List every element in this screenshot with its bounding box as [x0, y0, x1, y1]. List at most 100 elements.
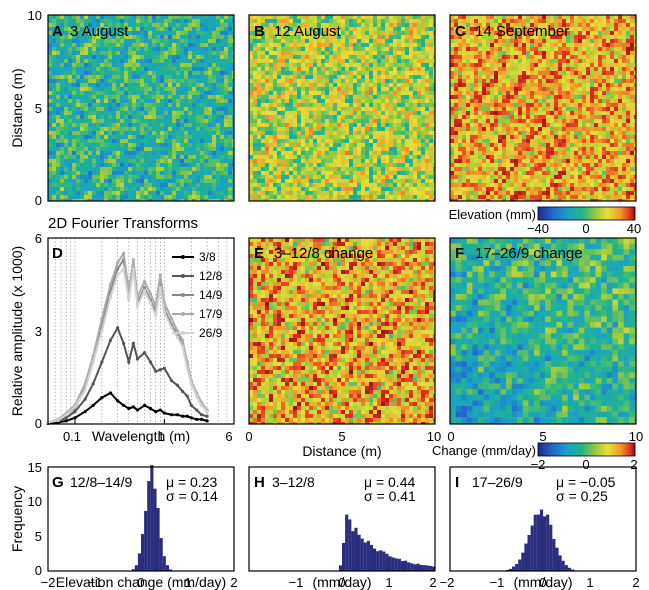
heatmap-cell	[297, 15, 302, 20]
heatmap-cell	[196, 87, 201, 92]
heatmap-cell	[184, 47, 189, 52]
heatmap-cell	[128, 99, 133, 104]
heatmap-cell	[92, 151, 97, 156]
heatmap-cell	[345, 75, 350, 80]
heatmap-cell	[184, 103, 189, 108]
heatmap-cell	[212, 171, 217, 176]
heatmap-cell	[208, 75, 213, 80]
heatmap-cell	[297, 55, 302, 60]
heatmap-cell	[72, 135, 77, 140]
heatmap-cell	[168, 35, 173, 40]
heatmap-cell	[349, 99, 354, 104]
heatmap-cell	[176, 75, 181, 80]
heatmap-cell	[301, 15, 306, 20]
heatmap-cell	[365, 79, 370, 84]
heatmap-cell	[602, 19, 607, 24]
heatmap-cell	[88, 31, 93, 36]
heatmap-cell	[333, 171, 338, 176]
heatmap-cell	[184, 31, 189, 36]
heatmap-cell	[168, 171, 173, 176]
heatmap-cell	[128, 139, 133, 144]
heatmap-cell	[289, 199, 294, 202]
heatmap-cell	[184, 99, 189, 104]
heatmap-cell	[156, 147, 161, 152]
heatmap-cell	[349, 119, 354, 124]
heatmap-cell	[220, 19, 225, 24]
heatmap-cell	[313, 111, 318, 116]
heatmap-cell	[277, 87, 282, 92]
heatmap-cell	[301, 31, 306, 36]
heatmap-cell	[345, 71, 350, 76]
heatmap-cell	[385, 119, 390, 124]
heatmap-cell	[104, 123, 109, 128]
heatmap-cell	[377, 119, 382, 124]
heatmap-cell	[84, 103, 89, 108]
heatmap-cell	[550, 59, 555, 64]
heatmap-cell	[104, 143, 109, 148]
heatmap-cell	[253, 131, 258, 136]
heatmap-cell	[393, 43, 398, 48]
heatmap-cell	[176, 51, 181, 56]
heatmap-cell	[136, 43, 141, 48]
heatmap-cell	[530, 51, 535, 56]
heatmap-cell	[253, 19, 258, 24]
heatmap-cell	[566, 35, 571, 40]
heatmap-cell	[172, 139, 177, 144]
heatmap-cell	[329, 143, 334, 148]
heatmap-cell	[542, 23, 547, 28]
heatmap-cell	[578, 35, 583, 40]
heatmap-cell	[257, 163, 262, 168]
heatmap-cell	[357, 39, 362, 44]
heatmap-cell	[172, 123, 177, 128]
heatmap-cell	[421, 95, 426, 100]
heatmap-cell	[325, 19, 330, 24]
heatmap-cell	[144, 127, 149, 132]
heatmap-cell	[413, 15, 418, 20]
heatmap-cell	[417, 71, 422, 76]
heatmap-cell	[413, 107, 418, 112]
heatmap-cell	[224, 123, 229, 128]
heatmap-cell	[417, 147, 422, 152]
heatmap-cell	[273, 71, 278, 76]
heatmap-cell	[132, 131, 137, 136]
heatmap-cell	[345, 19, 350, 24]
heatmap-cell	[570, 23, 575, 28]
heatmap-cell	[192, 35, 197, 40]
heatmap-cell	[313, 51, 318, 56]
heatmap-cell	[172, 187, 177, 192]
heatmap-cell	[124, 183, 129, 188]
heatmap-cell	[269, 123, 274, 128]
heatmap-cell	[385, 183, 390, 188]
heatmap-cell	[329, 35, 334, 40]
heatmap-cell	[369, 27, 374, 32]
heatmap-cell	[413, 119, 418, 124]
heatmap-cell	[498, 31, 503, 36]
heatmap-cell	[610, 19, 615, 24]
heatmap-cell	[108, 115, 113, 120]
heatmap-cell	[626, 51, 631, 56]
heatmap-cell	[570, 39, 575, 44]
heatmap-cell	[84, 67, 89, 72]
heatmap-cell	[277, 35, 282, 40]
heatmap-cell	[140, 99, 145, 104]
heatmap-cell	[196, 179, 201, 184]
heatmap-cell	[164, 51, 169, 56]
heatmap-cell	[333, 143, 338, 148]
heatmap-cell	[196, 159, 201, 164]
heatmap-cell	[188, 63, 193, 68]
heatmap-cell	[381, 67, 386, 72]
heatmap-cell	[136, 59, 141, 64]
heatmap-cell	[630, 51, 635, 56]
heatmap-cell	[385, 159, 390, 164]
heatmap-cell	[429, 87, 434, 92]
heatmap-cell	[68, 107, 73, 112]
heatmap-cell	[208, 63, 213, 68]
heatmap-cell	[156, 171, 161, 176]
heatmap-cell	[349, 43, 354, 48]
heatmap-cell	[285, 71, 290, 76]
heatmap-cell	[216, 59, 221, 64]
heatmap-cell	[554, 23, 559, 28]
heatmap-cell	[92, 35, 97, 40]
heatmap-cell	[421, 155, 426, 160]
heatmap-cell	[180, 23, 185, 28]
